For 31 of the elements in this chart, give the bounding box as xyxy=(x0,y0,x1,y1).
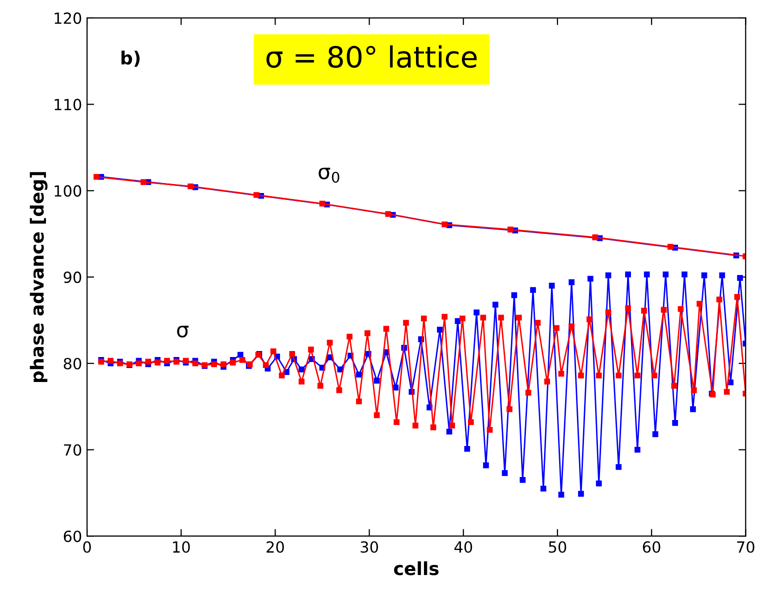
y-tick-label: 80 xyxy=(64,358,82,370)
point xyxy=(94,174,100,180)
y-tick-label: 110 xyxy=(54,98,82,110)
point xyxy=(385,211,392,217)
x-tick-label: 40 xyxy=(454,541,472,553)
annotation: σ xyxy=(177,326,189,338)
text: σ = 80° lattice xyxy=(266,45,477,68)
x-tick-label: 0 xyxy=(83,541,91,553)
point xyxy=(667,244,674,250)
y-tick-label: 100 xyxy=(54,185,82,197)
x-tick-label: 20 xyxy=(266,541,284,553)
x-tick-label: 50 xyxy=(548,541,566,553)
y-tick-label: 120 xyxy=(54,12,82,24)
point xyxy=(442,221,448,228)
annotation: b) xyxy=(122,50,140,67)
y-tick-label: 60 xyxy=(64,530,82,542)
x-tick-label: 70 xyxy=(737,541,754,553)
point xyxy=(253,192,260,198)
y-tick-label: 90 xyxy=(64,272,82,284)
point xyxy=(140,179,146,185)
y-axis-title: phase advance [deg] xyxy=(30,172,48,382)
x-tick-label: 10 xyxy=(173,541,190,553)
x-axis-title: cells xyxy=(394,561,439,576)
point xyxy=(188,183,194,190)
x-tick-label: 60 xyxy=(642,541,660,553)
point xyxy=(319,200,326,207)
point xyxy=(592,234,598,240)
annotation: σ$_{0}$ xyxy=(318,168,340,183)
point xyxy=(508,226,514,232)
y-tick-label: 70 xyxy=(64,444,82,456)
x-tick-label: 30 xyxy=(360,541,378,553)
